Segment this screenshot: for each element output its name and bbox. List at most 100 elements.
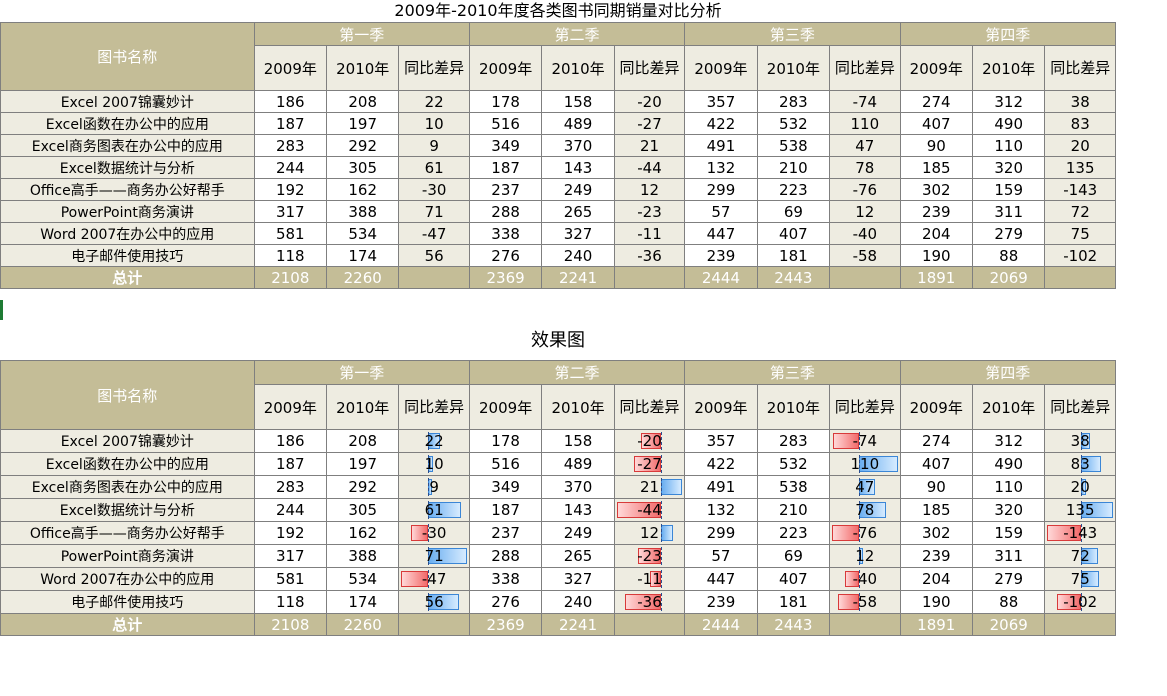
diff-cell[interactable]: 135 [1044,498,1116,522]
sales-cell[interactable]: 320 [971,156,1046,179]
book-name-cell[interactable]: Office高手——商务办公好帮手 [0,521,255,545]
total-cell[interactable] [398,266,470,289]
diff-cell[interactable]: -74 [829,90,901,113]
total-cell[interactable]: 1891 [899,266,973,289]
sales-cell[interactable]: 162 [325,521,400,545]
sales-cell[interactable]: 357 [684,429,758,453]
quarter-header[interactable]: 第二季 [468,22,686,46]
sales-cell[interactable]: 274 [899,90,973,113]
sales-cell[interactable]: 239 [684,244,758,267]
sales-cell[interactable]: 288 [468,544,543,568]
sales-cell[interactable]: 69 [756,200,831,223]
sales-cell[interactable]: 283 [253,475,328,499]
diff-header[interactable]: 同比差异 [613,45,686,91]
sales-cell[interactable]: 276 [468,590,543,614]
sales-cell[interactable]: 317 [253,200,328,223]
sales-cell[interactable]: 491 [684,134,758,157]
sales-cell[interactable]: 370 [541,475,615,499]
quarter-header[interactable]: 第四季 [899,360,1117,385]
sales-cell[interactable]: 143 [541,498,615,522]
sales-cell[interactable]: 143 [541,156,615,179]
sales-cell[interactable]: 407 [899,112,973,135]
sales-cell[interactable]: 187 [253,452,328,476]
diff-cell[interactable]: 47 [829,134,901,157]
total-cell[interactable]: 2108 [253,266,328,289]
diff-cell[interactable]: -20 [613,429,686,453]
diff-header[interactable]: 同比差异 [398,45,470,91]
total-cell[interactable] [1044,613,1116,636]
diff-cell[interactable]: 21 [613,475,686,499]
sales-cell[interactable]: 162 [325,178,400,201]
diff-cell[interactable]: 78 [829,498,901,522]
sales-cell[interactable]: 197 [325,452,400,476]
year-2010-header[interactable]: 2010年 [971,384,1046,430]
sales-cell[interactable]: 302 [899,178,973,201]
sales-cell[interactable]: 276 [468,244,543,267]
diff-header[interactable]: 同比差异 [613,384,686,430]
total-cell[interactable]: 1891 [899,613,973,636]
sales-cell[interactable]: 208 [325,90,400,113]
sales-cell[interactable]: 185 [899,156,973,179]
total-label-cell[interactable]: 总计 [0,613,255,636]
sales-cell[interactable]: 239 [684,590,758,614]
sales-cell[interactable]: 447 [684,222,758,245]
diff-cell[interactable]: -47 [398,222,470,245]
book-name-cell[interactable]: Office高手——商务办公好帮手 [0,178,255,201]
diff-cell[interactable]: -44 [613,156,686,179]
sales-cell[interactable]: 240 [541,590,615,614]
sales-cell[interactable]: 538 [756,134,831,157]
book-name-cell[interactable]: Word 2007在办公中的应用 [0,567,255,591]
sales-cell[interactable]: 186 [253,90,328,113]
diff-cell[interactable]: 56 [398,590,470,614]
sales-cell[interactable]: 491 [684,475,758,499]
quarter-header[interactable]: 第三季 [684,22,901,46]
sales-cell[interactable]: 110 [971,475,1046,499]
book-name-cell[interactable]: Excel 2007锦囊妙计 [0,90,255,113]
sales-cell[interactable]: 197 [325,112,400,135]
diff-cell[interactable]: -36 [613,590,686,614]
sales-cell[interactable]: 178 [468,90,543,113]
sales-cell[interactable]: 305 [325,156,400,179]
year-2009-header[interactable]: 2009年 [899,384,973,430]
diff-cell[interactable]: -76 [829,178,901,201]
diff-cell[interactable]: -20 [613,90,686,113]
diff-cell[interactable]: 75 [1044,222,1116,245]
diff-cell[interactable]: 110 [829,112,901,135]
total-label-cell[interactable]: 总计 [0,266,255,289]
sales-cell[interactable]: 516 [468,112,543,135]
total-cell[interactable]: 2241 [541,266,615,289]
sales-cell[interactable]: 327 [541,567,615,591]
sales-cell[interactable]: 349 [468,134,543,157]
sales-cell[interactable]: 312 [971,90,1046,113]
total-cell[interactable] [1044,266,1116,289]
sales-cell[interactable]: 311 [971,200,1046,223]
diff-header[interactable]: 同比差异 [829,45,901,91]
sales-cell[interactable]: 185 [899,498,973,522]
total-cell[interactable]: 2444 [684,266,758,289]
diff-cell[interactable]: -40 [829,222,901,245]
sales-cell[interactable]: 158 [541,90,615,113]
book-name-cell[interactable]: Excel数据统计与分析 [0,156,255,179]
sales-cell[interactable]: 581 [253,222,328,245]
sales-cell[interactable]: 181 [756,244,831,267]
book-name-cell[interactable]: Word 2007在办公中的应用 [0,222,255,245]
diff-cell[interactable]: 78 [829,156,901,179]
sales-cell[interactable]: 239 [899,200,973,223]
diff-cell[interactable]: 10 [398,112,470,135]
diff-cell[interactable]: -40 [829,567,901,591]
sales-cell[interactable]: 349 [468,475,543,499]
diff-cell[interactable]: 22 [398,429,470,453]
sales-cell[interactable]: 490 [971,112,1046,135]
sales-cell[interactable]: 422 [684,112,758,135]
sales-cell[interactable]: 192 [253,521,328,545]
diff-cell[interactable]: -102 [1044,244,1116,267]
year-2009-header[interactable]: 2009年 [468,384,543,430]
diff-cell[interactable]: 20 [1044,475,1116,499]
year-2010-header[interactable]: 2010年 [541,45,615,91]
sales-cell[interactable]: 283 [756,90,831,113]
book-name-cell[interactable]: Excel商务图表在办公中的应用 [0,475,255,499]
sales-cell[interactable]: 249 [541,178,615,201]
total-cell[interactable]: 2443 [756,266,831,289]
total-cell[interactable]: 2069 [971,613,1046,636]
book-name-cell[interactable]: 电子邮件使用技巧 [0,244,255,267]
